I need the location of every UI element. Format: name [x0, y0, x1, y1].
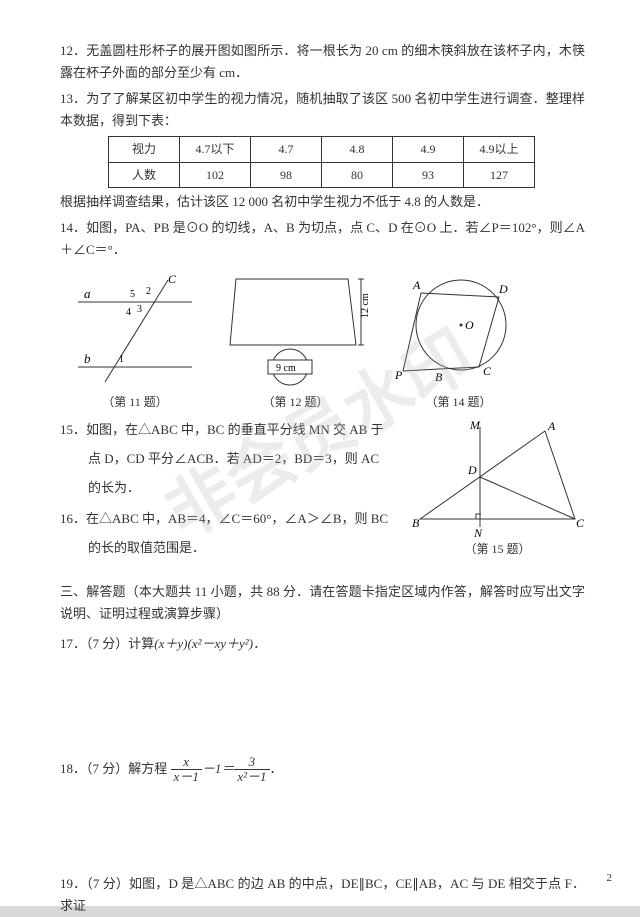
- q19: 19．（7 分）如图，D 是△ABC 的边 AB 的中点，DE∥BC，CE∥AB…: [60, 873, 585, 917]
- table-row: 人数102988093127: [109, 162, 535, 187]
- page-number: 2: [607, 869, 613, 888]
- q18: 18．（7 分）解方程 xx－1－1＝3x²－1．: [60, 755, 585, 785]
- q13: 13．为了了解某区初中学生的视力情况，随机抽取了该区 500 名初中学生进行调查…: [60, 88, 585, 132]
- q14: 14．如图，PA、PB 是⊙O 的切线，A、B 为切点，点 C、D 在⊙O 上．…: [60, 217, 585, 261]
- table-row: 视力4.7以下4.74.84.94.9以上: [109, 137, 535, 162]
- svg-text:M: M: [469, 419, 481, 432]
- fig15-caption: （第 15 题）: [410, 539, 585, 559]
- fig14-caption: （第 14 题）: [391, 392, 526, 412]
- svg-text:P: P: [394, 368, 403, 382]
- fig12: 12 cm 9 cm （第 12 题）: [218, 267, 373, 412]
- fig12-caption: （第 12 题）: [218, 392, 373, 412]
- vision-table: 视力4.7以下4.74.84.94.9以上 人数102988093127: [108, 136, 535, 188]
- fig11: a b C 2 3 4 5 1 （第 11 题）: [70, 272, 200, 412]
- svg-text:12 cm: 12 cm: [360, 293, 371, 318]
- q13-after: 根据抽样调查结果，估计该区 12 000 名初中学生视力不低于 4.8 的人数是…: [60, 191, 585, 213]
- svg-text:b: b: [84, 351, 91, 366]
- svg-text:2: 2: [146, 286, 151, 297]
- svg-text:D: D: [498, 282, 508, 296]
- figure-row: a b C 2 3 4 5 1 （第 11 题） 12 cm 9 cm （第 1…: [70, 267, 585, 412]
- fig15-svg: A B C M N D: [410, 419, 585, 539]
- svg-text:B: B: [412, 516, 420, 530]
- fig14: O P A D C B （第 14 题）: [391, 267, 526, 412]
- svg-text:N: N: [473, 526, 483, 539]
- q12: 12．无盖圆柱形杯子的展开图如图所示．将一根长为 20 cm 的细木筷斜放在该杯…: [60, 40, 585, 84]
- q17: 17．（7 分）计算(x＋y)(x²－xy＋y²)．: [60, 633, 585, 655]
- svg-text:4: 4: [126, 307, 131, 318]
- fig11-caption: （第 11 题）: [70, 392, 200, 412]
- svg-text:A: A: [412, 278, 421, 292]
- svg-text:D: D: [467, 463, 477, 477]
- svg-text:O: O: [465, 318, 474, 332]
- svg-text:5: 5: [130, 289, 135, 300]
- svg-text:9 cm: 9 cm: [276, 363, 296, 374]
- svg-text:a: a: [84, 286, 91, 301]
- page: 非会员水印 12．无盖圆柱形杯子的展开图如图所示．将一根长为 20 cm 的细木…: [0, 0, 640, 906]
- svg-text:3: 3: [137, 304, 142, 315]
- svg-text:C: C: [576, 516, 585, 530]
- svg-text:C: C: [168, 272, 177, 286]
- fig14-svg: O P A D C B: [391, 267, 526, 392]
- svg-text:1: 1: [119, 354, 124, 365]
- svg-text:C: C: [483, 364, 492, 378]
- fig11-svg: a b C 2 3 4 5 1: [70, 272, 200, 392]
- section3-title: 三、解答题（本大题共 11 小题，共 88 分．请在答题卡指定区域内作答，解答时…: [60, 581, 585, 625]
- svg-text:A: A: [547, 419, 556, 433]
- fig15: A B C M N D （第 15 题）: [410, 419, 585, 559]
- fig12-svg: 12 cm 9 cm: [218, 267, 373, 392]
- svg-text:B: B: [435, 370, 443, 384]
